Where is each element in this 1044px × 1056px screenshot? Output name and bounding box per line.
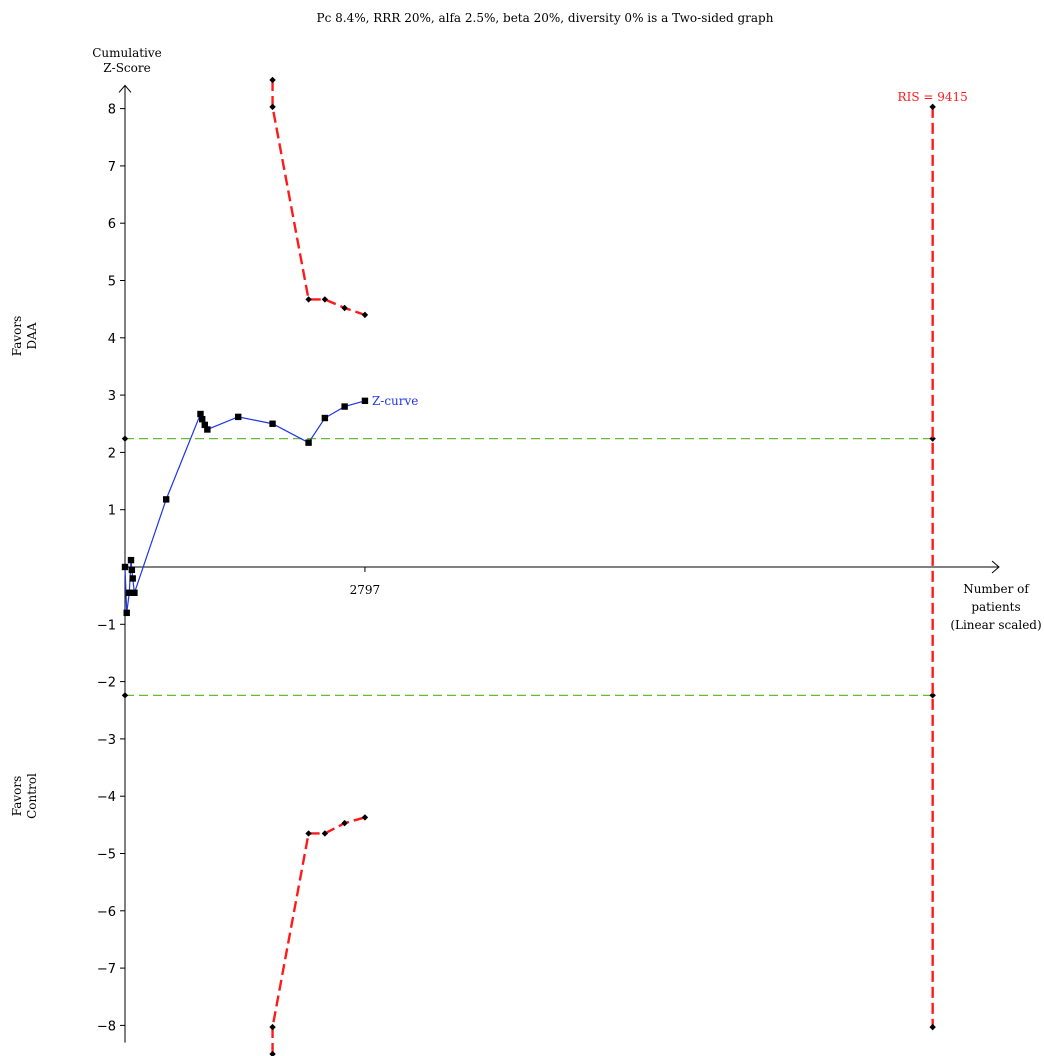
y-axis-arrow [118, 84, 132, 93]
monitoring-boundary-lower [271, 816, 366, 1055]
y-tick-label: −3 [97, 733, 116, 748]
monitoring-boundary-lower-point [269, 1023, 276, 1031]
conventional-boundary-marker [929, 692, 936, 699]
z-curve-point [128, 566, 136, 574]
monitoring-boundary-upper-point [341, 304, 348, 312]
monitoring-boundary-lower-point [305, 830, 312, 837]
z-curve-point [127, 556, 135, 564]
y-tick-label: 8 [108, 103, 116, 118]
y-axis-label-line2: Z-Score [103, 61, 150, 75]
z-curve-point [341, 403, 348, 410]
x-axis-label-line2: patients [971, 600, 1020, 614]
z-curve-point [321, 414, 329, 422]
x-axis-label-line3: (Linear scaled) [950, 618, 1041, 632]
z-curve-point [269, 420, 276, 427]
svg-text:Favors: Favors [10, 776, 24, 817]
y-tick-label: 3 [108, 389, 116, 404]
ris-endpoint [929, 1023, 936, 1031]
z-curve-point [162, 496, 170, 503]
z-curve-point [121, 563, 129, 571]
z-curve-label: Z-curve [372, 394, 418, 408]
monitoring-boundary-upper [271, 79, 366, 317]
y-tick-label: 4 [108, 332, 116, 347]
svg-text:Control: Control [25, 773, 39, 819]
monitoring-boundary-lower-point [341, 819, 348, 827]
monitoring-boundary-upper-point [305, 296, 312, 303]
y-tick-label: −5 [97, 848, 116, 863]
z-curve-point [235, 413, 242, 421]
chart-title: Pc 8.4%, RRR 20%, alfa 2.5%, beta 20%, d… [317, 11, 774, 25]
monitoring-boundary-lower-point [321, 830, 329, 837]
svg-text:Favors: Favors [10, 316, 24, 357]
y-tick-label: 7 [108, 160, 116, 175]
z-curve-point [199, 415, 206, 423]
z-curve-point [305, 439, 312, 446]
favors-control-label: Favors Control [10, 773, 39, 819]
monitoring-boundary-upper-point [321, 296, 329, 303]
y-tick-label: −6 [97, 905, 116, 920]
z-curve-point [123, 609, 130, 617]
y-tick-label: −4 [97, 790, 116, 805]
z-curve-point [126, 589, 133, 596]
x-tick-label: 2797 [350, 583, 381, 597]
monitoring-boundary-upper-point [361, 311, 369, 319]
monitoring-boundary-lower-point [269, 1050, 276, 1056]
y-tick-label: 5 [108, 275, 116, 290]
monitoring-boundary-upper-point [269, 103, 276, 111]
monitoring-boundary-lower-point [361, 814, 369, 821]
y-tick-label: −1 [97, 618, 116, 633]
y-tick-label: 6 [108, 217, 116, 232]
z-curve-point [361, 397, 369, 405]
z-curve-point [204, 426, 211, 433]
x-axis-arrow [991, 560, 1000, 574]
conventional-boundary-marker [929, 435, 936, 442]
x-axis-label-line1: Number of [963, 582, 1030, 596]
y-axis-label-line1: Cumulative [92, 46, 162, 60]
z-curve-point [131, 589, 138, 596]
y-tick-label: 2 [108, 446, 116, 461]
y-tick-label: 1 [108, 504, 116, 519]
z-curve-point [201, 421, 208, 429]
svg-text:DAA: DAA [25, 322, 39, 349]
z-curve-point [197, 410, 204, 418]
ris-endpoint [929, 103, 936, 111]
y-tick-label: −8 [97, 1019, 116, 1034]
z-curve-point [129, 575, 136, 582]
favors-daa-label: Favors DAA [10, 316, 39, 357]
y-tick-label: −7 [97, 962, 116, 977]
y-tick-label: −2 [97, 676, 116, 691]
z-curve-line [124, 400, 366, 613]
ris-label: RIS = 9415 [898, 90, 968, 104]
monitoring-boundary-upper-point [269, 76, 276, 84]
